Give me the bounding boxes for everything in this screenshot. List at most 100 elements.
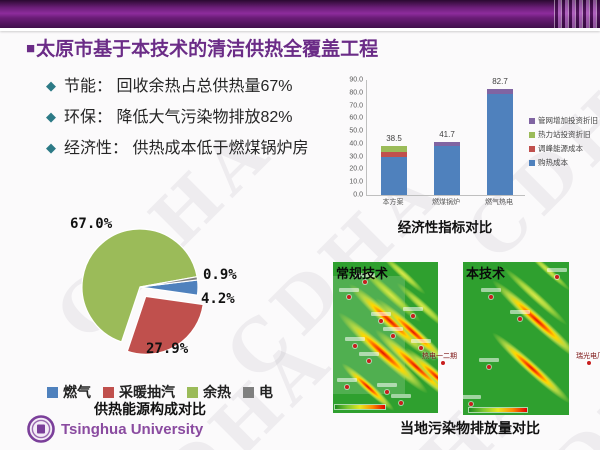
color-scale-bar <box>468 407 528 413</box>
legend-swatch <box>529 131 535 138</box>
plant-label: 瑞光电厂 <box>576 353 600 360</box>
plant-dot <box>469 402 473 406</box>
map-this-tech: 本技术 <box>463 262 569 415</box>
x-tick-label: 燃气热电 <box>485 199 513 206</box>
bullet-item: ◆ 环保： 降低大气污染物排放82% <box>46 103 292 127</box>
y-tick-label: 80.0 <box>349 89 363 97</box>
plant-label-blur <box>463 395 481 399</box>
bar-chart-title: 经济性指标对比 <box>397 220 493 235</box>
plant-dot <box>555 275 559 279</box>
map-left-title: 常规技术 <box>336 266 389 281</box>
bar-segment-购热成本 <box>381 157 407 195</box>
map-right-title: 本技术 <box>466 266 506 281</box>
pie-chart: 67.0% 0.9% 4.2% 27.9% 燃气 采暖抽汽 余热 电 供热能源构… <box>0 205 330 420</box>
legend-swatch <box>529 145 535 152</box>
legend-item: 管网增加投资折旧 <box>529 115 600 126</box>
footer: Tsinghua University <box>26 414 203 444</box>
bar-chart-x-axis: 本方案 燃煤锅炉 燃气热电 <box>366 197 524 209</box>
plant-dot <box>518 317 522 321</box>
plant-label-blur <box>377 383 397 387</box>
plant-dot <box>391 334 395 338</box>
bar-segment-管网增加投资折旧 <box>434 141 460 147</box>
tsinghua-logo-icon <box>27 415 55 443</box>
legend-label: 余热 <box>203 384 231 400</box>
legend-label: 购热成本 <box>538 158 568 167</box>
bar-segment-热力站投资折旧 <box>381 145 407 153</box>
bar-chart-y-axis: 90.0 80.0 70.0 60.0 50.0 40.0 30.0 20.0 10.0 0.0 <box>343 76 365 199</box>
bar-total-label: 41.7 <box>439 129 455 139</box>
plant-dot <box>399 401 403 405</box>
plant-label-blur <box>403 307 423 311</box>
bar-燃气热电 <box>487 89 513 195</box>
plant-label-blur <box>391 394 411 398</box>
legend-label: 调峰能源成本 <box>538 144 583 153</box>
bar-本方案 <box>381 145 407 195</box>
bar-segment-购热成本 <box>487 94 513 195</box>
plant-label-blur <box>383 327 403 331</box>
pie-label-dian: 0.9% <box>203 267 237 283</box>
pollution-map-comparison: 常规技术 本技术 热电一二期 瑞光电厂 当地污染物排放量对比 <box>330 258 600 443</box>
pie-slice-余热 <box>81 228 198 343</box>
plant-label-blur <box>345 337 365 341</box>
y-tick-label: 10.0 <box>349 178 363 186</box>
bar-total-label: 38.5 <box>386 133 402 143</box>
y-tick-label: 30.0 <box>349 153 363 161</box>
page-title: ■太原市基于本技术的清洁供热全覆盖工程 <box>26 34 378 61</box>
y-tick-label: 50.0 <box>349 127 363 135</box>
legend-label: 电 <box>259 384 273 400</box>
color-scale-bar <box>334 404 386 410</box>
plant-label-blur <box>481 288 501 292</box>
y-tick-label: 90.0 <box>349 76 363 84</box>
bar-chart-legend: 管网增加投资折旧 热力站投资折旧 调峰能源成本 购热成本 <box>529 112 600 171</box>
pie-chart-svg <box>81 228 204 355</box>
y-tick-label: 0.0 <box>353 191 363 199</box>
plant-dot <box>487 365 491 369</box>
legend-label: 采暖抽汽 <box>119 384 175 400</box>
bullet-text: 节能： 回收余热占总供热量67% <box>64 78 293 95</box>
plant-label-blur <box>337 378 357 382</box>
plant-label-blur <box>359 352 379 356</box>
plant-label-blur <box>479 358 499 362</box>
plant-dot <box>367 359 371 363</box>
plant-dot <box>385 390 389 394</box>
pie-slice-电 <box>139 275 199 288</box>
page-title-text: 太原市基于本技术的清洁供热全覆盖工程 <box>36 39 379 60</box>
map-conventional-tech: 常规技术 <box>333 262 438 413</box>
bullet-item: ◆ 节能： 回收余热占总供热量67% <box>46 72 292 96</box>
pollution-map-caption: 当地污染物排放量对比 <box>400 420 540 436</box>
plant-dot <box>363 280 367 284</box>
legend-label: 燃气 <box>63 384 91 400</box>
plant-label-blur <box>339 288 359 292</box>
university-name: Tsinghua University <box>61 420 204 438</box>
header-bar <box>0 0 600 28</box>
bar-segment-管网增加投资折旧 <box>487 89 513 95</box>
pie-label-yure: 67.0% <box>70 216 113 232</box>
bar-chart-plot: 38.5 41.7 82.7 <box>366 77 525 196</box>
plant-dot <box>587 361 591 365</box>
bar-total-label: 82.7 <box>492 77 508 87</box>
plant-label-blur <box>510 310 530 314</box>
legend-item: 热力站投资折旧 <box>529 129 600 140</box>
bullet-text: 经济性： 供热成本低于燃煤锅炉房 <box>64 140 309 157</box>
legend-label: 热力站投资折旧 <box>538 130 591 139</box>
legend-swatch <box>529 117 535 124</box>
bullet-item: ◆ 经济性： 供热成本低于燃煤锅炉房 <box>46 134 308 158</box>
x-tick-label: 本方案 <box>382 199 404 206</box>
diamond-bullet-icon: ◆ <box>46 109 56 124</box>
pie-chart-legend: 燃气 采暖抽汽 余热 电 <box>47 382 273 402</box>
title-square-icon: ■ <box>26 40 36 57</box>
header-bar-edge <box>0 28 600 31</box>
y-tick-label: 70.0 <box>349 102 363 110</box>
header-bar-stripes <box>554 0 600 28</box>
legend-item: 购热成本 <box>529 157 600 168</box>
bar-segment-购热成本 <box>434 146 460 195</box>
y-tick-label: 20.0 <box>349 165 363 173</box>
x-tick-label: 燃煤锅炉 <box>432 199 460 206</box>
plant-dot <box>441 361 445 365</box>
legend-swatch-chouqi <box>103 386 114 398</box>
bar-燃煤锅炉 <box>434 141 460 195</box>
bar-segment-调峰能源成本 <box>381 152 407 158</box>
plant-dot <box>347 295 351 299</box>
pie-chart-title: 供热能源构成对比 <box>94 401 206 417</box>
plant-dot <box>419 346 423 350</box>
